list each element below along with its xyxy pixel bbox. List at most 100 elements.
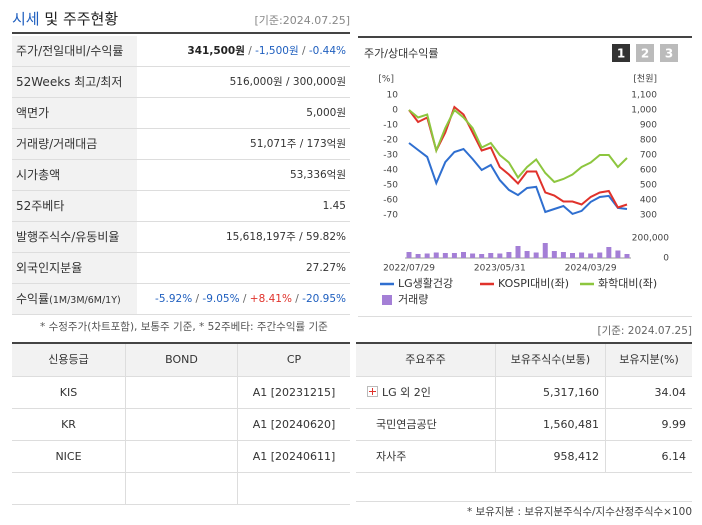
cell-text: 9.99 bbox=[661, 418, 687, 431]
row-value: 51,071주 / 173억원 bbox=[250, 129, 346, 159]
volume-bar bbox=[424, 253, 430, 258]
y-tick-label: -50 bbox=[383, 181, 398, 191]
label-note: (1M/3M/6M/1Y) bbox=[49, 295, 121, 306]
y2-tick-label: 1,000 bbox=[631, 106, 657, 116]
volume-bar bbox=[451, 253, 457, 258]
value-text: 15,618,197주 / 59.82% bbox=[225, 231, 346, 243]
table-cell bbox=[125, 377, 237, 408]
tab-button[interactable] bbox=[660, 44, 678, 62]
volume-bar bbox=[570, 253, 575, 258]
table-row: NICE A1 [20240611] bbox=[12, 441, 350, 473]
summary-row: 52주베타 1.45 bbox=[12, 191, 350, 222]
volume-bar bbox=[488, 253, 494, 258]
cell-text: 1,560,481 bbox=[543, 418, 599, 431]
table-cell bbox=[125, 441, 237, 472]
volume-bar bbox=[433, 252, 439, 258]
title-part: 및 주주현황 bbox=[39, 10, 119, 28]
cell-text: 국민연금공단 bbox=[376, 418, 437, 431]
volume-bar bbox=[461, 252, 466, 258]
volume-bar bbox=[551, 251, 557, 258]
label-text: 주가/전일대비/수익률 bbox=[16, 44, 124, 58]
table-cell bbox=[125, 473, 237, 504]
summary-row: 주가/전일대비/수익률 341,500원 / -1,500원 / -0.44% bbox=[12, 36, 350, 67]
y2-tick-label: 500 bbox=[640, 181, 657, 191]
label-text: 액면가 bbox=[16, 106, 50, 120]
row-label: 수익률(1M/3M/6M/1Y) bbox=[12, 284, 137, 314]
cell-text: LG 외 2인 bbox=[382, 386, 431, 399]
table-row bbox=[12, 473, 350, 505]
row-label: 액면가 bbox=[12, 98, 137, 128]
volume-bar bbox=[497, 253, 503, 258]
y-axis-unit: [%] bbox=[378, 75, 394, 85]
value-text: 53,336억원 bbox=[289, 169, 346, 181]
footnote: * 수정주가(차트포함), 보통주 기준, * 52주베타: 주간수익률 기준 bbox=[40, 321, 328, 333]
table-cell bbox=[125, 409, 237, 440]
expand-icon[interactable] bbox=[367, 386, 378, 397]
y2-tick-label: 900 bbox=[640, 121, 657, 131]
cell-text: KR bbox=[61, 418, 76, 431]
row-value: 5,000원 bbox=[306, 98, 346, 128]
title-part: 시세 bbox=[12, 10, 40, 28]
legend-label: 거래량 bbox=[398, 293, 428, 306]
cell-text: 5,317,160 bbox=[543, 386, 599, 399]
row-label: 거래량/거래대금 bbox=[12, 129, 137, 159]
label-text: 52Weeks 최고/최저 bbox=[16, 75, 123, 89]
y-tick-label: -70 bbox=[383, 211, 398, 221]
chart-panel: 주가/상대수익률 1 2 3 [%] [천원] 10 0 -10 -20 -30 -40 -50 -60 -… bbox=[358, 36, 692, 317]
row-value: 27.27% bbox=[306, 253, 346, 283]
divider bbox=[12, 32, 350, 34]
summary-row: 52Weeks 최고/최저 516,000원 / 300,000원 bbox=[12, 67, 350, 98]
table-cell: 9.99 bbox=[605, 409, 692, 440]
label-text: 거래량/거래대금 bbox=[16, 137, 98, 151]
volume-tick-label: 0 bbox=[663, 254, 669, 264]
tab-label: 2 bbox=[641, 47, 649, 61]
table-cell: 1,560,481 bbox=[495, 409, 605, 440]
base-date: [기준: 2024.07.25] bbox=[597, 325, 692, 337]
header-cell: 보유주식수(보통) bbox=[495, 344, 605, 376]
y-tick-label: -20 bbox=[383, 136, 398, 146]
header-row: 주요주주 보유주식수(보통) 보유지분(%) bbox=[356, 344, 692, 377]
volume-bar bbox=[524, 251, 530, 258]
value-text: 51,071주 / 173억원 bbox=[250, 138, 346, 150]
table-cell: A1 [20231215] bbox=[237, 377, 350, 408]
volume-bar bbox=[515, 246, 521, 258]
volume-bar bbox=[442, 253, 448, 258]
table-cell: 국민연금공단 bbox=[356, 409, 495, 440]
summary-row: 수익률(1M/3M/6M/1Y) -5.92% / -9.05% / +8.41%… bbox=[12, 284, 350, 315]
value-part: / bbox=[291, 293, 303, 305]
table-cell: KIS bbox=[12, 377, 125, 408]
header-cell: BOND bbox=[125, 344, 237, 376]
header-cell: 보유지분(%) bbox=[605, 344, 692, 376]
cell-text: 958,412 bbox=[553, 450, 600, 463]
value-part: -9.05% bbox=[202, 293, 240, 305]
header-cell: CP bbox=[237, 344, 350, 376]
series-line bbox=[408, 142, 628, 216]
tab-button[interactable] bbox=[612, 44, 630, 62]
volume-bar bbox=[470, 253, 476, 258]
legend-label: LG생활건강 bbox=[398, 276, 453, 290]
table-cell: A1 [20240611] bbox=[237, 441, 350, 472]
table-cell: NICE bbox=[12, 441, 125, 472]
summary-row: 시가총액 53,336억원 bbox=[12, 160, 350, 191]
value-part: -5.92% bbox=[155, 293, 193, 305]
row-label: 주가/전일대비/수익률 bbox=[12, 36, 137, 66]
value-part: +8.41% bbox=[249, 293, 292, 305]
value-part: -20.95% bbox=[302, 293, 346, 305]
value-part: / bbox=[298, 45, 309, 57]
summary-row: 외국인지분율 27.27% bbox=[12, 253, 350, 284]
label-text: 시가총액 bbox=[16, 168, 61, 182]
y2-tick-label: 700 bbox=[640, 151, 657, 161]
value-text: 1.45 bbox=[322, 200, 346, 212]
value-part: -1,500원 bbox=[255, 45, 299, 57]
row-label: 52Weeks 최고/최저 bbox=[12, 67, 137, 97]
legend-label: 화학대비(좌) bbox=[598, 277, 657, 290]
label-text: 발행주식수/유동비율 bbox=[16, 230, 120, 244]
x-tick-label: 2022/07/29 bbox=[383, 264, 435, 274]
volume-bar bbox=[606, 247, 612, 258]
volume-tick-label: 200,000 bbox=[632, 234, 669, 244]
tab-button[interactable] bbox=[636, 44, 654, 62]
cell-text: NICE bbox=[55, 450, 82, 463]
x-tick-label: 2023/05/31 bbox=[474, 264, 526, 274]
cell-text: A1 [20231215] bbox=[252, 386, 336, 399]
